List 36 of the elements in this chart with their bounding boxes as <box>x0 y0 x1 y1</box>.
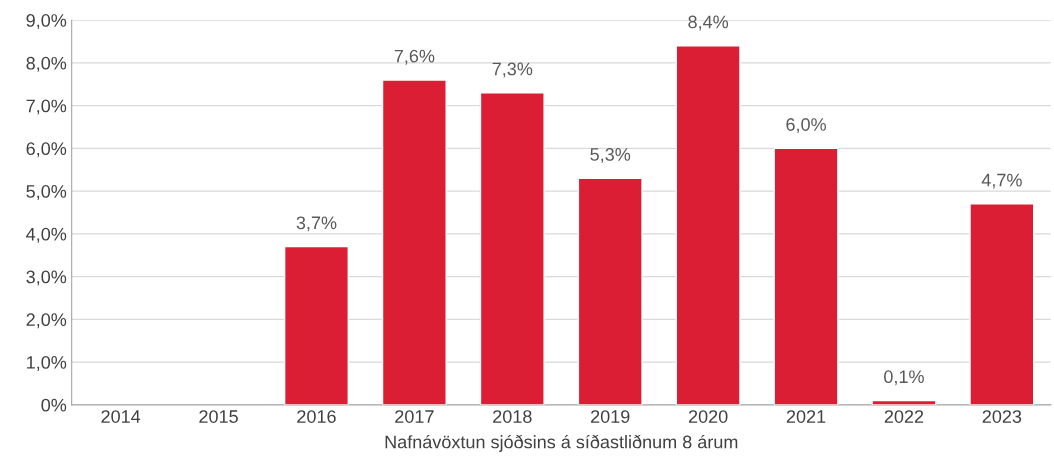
bar <box>969 203 1035 405</box>
x-tick-label: 2022 <box>884 410 924 423</box>
data-label: 7,6% <box>394 49 435 65</box>
x-tick-label: 2019 <box>591 410 630 423</box>
y-tick-label: 1,0% <box>27 356 67 371</box>
x-tick-label: 2017 <box>395 410 434 423</box>
y-tick-label: 0% <box>41 398 67 412</box>
y-tick-label: 5,0% <box>26 185 67 200</box>
y-tick-label: 6,0% <box>26 142 67 158</box>
data-label: 4,7% <box>981 173 1022 189</box>
y-tick-label: 2,0% <box>26 313 67 329</box>
data-label: 8,4% <box>688 15 729 31</box>
x-tick-label: 2021 <box>786 410 826 423</box>
y-tick-label: 7,0% <box>26 99 67 115</box>
x-tick-label: 2023 <box>982 410 1022 423</box>
data-label: 0,1% <box>884 370 924 386</box>
bar <box>479 92 545 405</box>
y-tick-label: 4,0% <box>26 227 67 243</box>
x-axis-title: Nafnávöxtun sjóðsins á síðastliðnum 8 árum <box>385 434 738 452</box>
bar <box>283 245 349 405</box>
x-tick-label: 2015 <box>199 410 238 423</box>
bar <box>381 79 447 405</box>
y-tick-label: 3,0% <box>26 270 67 286</box>
data-label: 6,0% <box>786 118 826 134</box>
bar <box>675 45 741 405</box>
bar <box>773 147 839 405</box>
y-tick-label: 9,0% <box>26 14 67 29</box>
x-tick-label: 2020 <box>688 410 728 423</box>
x-tick-label: 2014 <box>101 410 141 423</box>
bar <box>577 177 643 405</box>
x-tick-label: 2018 <box>493 410 532 423</box>
data-label: 7,3% <box>492 62 533 78</box>
data-label: 3,7% <box>296 216 337 232</box>
x-tick-label: 2016 <box>297 410 336 423</box>
y-tick-label: 8,0% <box>26 56 67 72</box>
data-label: 5,3% <box>590 148 631 163</box>
